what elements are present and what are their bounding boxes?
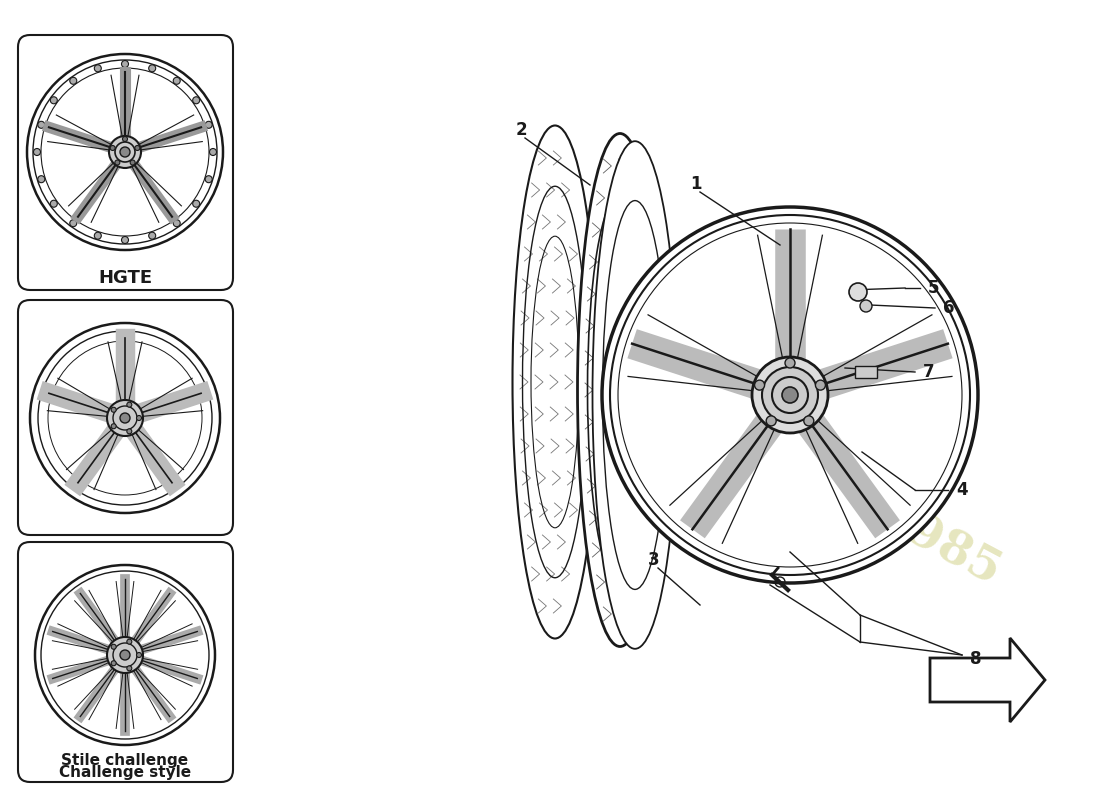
- Text: a passion: a passion: [553, 300, 767, 440]
- Circle shape: [762, 367, 818, 423]
- Circle shape: [120, 147, 130, 157]
- Circle shape: [107, 637, 143, 673]
- Circle shape: [69, 78, 77, 84]
- Text: 3: 3: [648, 551, 660, 569]
- Text: 5: 5: [928, 279, 939, 297]
- Circle shape: [755, 380, 764, 390]
- Circle shape: [148, 232, 156, 239]
- FancyBboxPatch shape: [18, 542, 233, 782]
- Circle shape: [815, 380, 825, 390]
- Circle shape: [120, 650, 130, 660]
- Circle shape: [111, 407, 117, 412]
- Circle shape: [121, 237, 129, 243]
- Circle shape: [95, 232, 101, 239]
- Circle shape: [752, 357, 828, 433]
- Circle shape: [109, 136, 141, 168]
- Text: 1985: 1985: [871, 494, 1009, 596]
- Ellipse shape: [578, 134, 662, 646]
- FancyBboxPatch shape: [18, 35, 233, 290]
- Text: Challenge style: Challenge style: [59, 765, 191, 780]
- Circle shape: [51, 97, 57, 104]
- Circle shape: [111, 644, 117, 650]
- Text: for parts: for parts: [645, 404, 816, 516]
- Circle shape: [111, 661, 117, 666]
- Circle shape: [209, 149, 217, 155]
- Circle shape: [126, 639, 132, 644]
- Text: 8: 8: [970, 650, 981, 668]
- Circle shape: [148, 65, 156, 72]
- Circle shape: [122, 137, 128, 142]
- Circle shape: [206, 176, 212, 182]
- Circle shape: [120, 413, 130, 423]
- Circle shape: [107, 400, 143, 436]
- Circle shape: [130, 160, 135, 165]
- Circle shape: [121, 61, 129, 67]
- Text: 7: 7: [923, 363, 935, 381]
- Circle shape: [126, 402, 132, 407]
- Text: 1: 1: [691, 175, 702, 193]
- Bar: [855, 366, 877, 378]
- Circle shape: [173, 220, 180, 226]
- Circle shape: [135, 146, 140, 150]
- Circle shape: [51, 200, 57, 207]
- Circle shape: [126, 666, 132, 671]
- Text: Stile challenge: Stile challenge: [62, 753, 188, 768]
- Circle shape: [37, 176, 45, 182]
- Circle shape: [69, 220, 77, 226]
- Text: 6: 6: [943, 299, 955, 317]
- Circle shape: [782, 387, 797, 403]
- Ellipse shape: [593, 141, 678, 649]
- Circle shape: [136, 415, 142, 421]
- Circle shape: [173, 78, 180, 84]
- Circle shape: [114, 160, 120, 165]
- Circle shape: [111, 424, 117, 429]
- Circle shape: [37, 122, 45, 128]
- Ellipse shape: [513, 126, 597, 638]
- Circle shape: [785, 358, 795, 368]
- Circle shape: [206, 122, 212, 128]
- Circle shape: [767, 416, 777, 426]
- Circle shape: [126, 429, 132, 434]
- Text: 4: 4: [956, 481, 968, 499]
- Circle shape: [95, 65, 101, 72]
- Circle shape: [804, 416, 814, 426]
- Circle shape: [33, 149, 41, 155]
- Text: HGTE: HGTE: [98, 269, 152, 287]
- Circle shape: [192, 200, 200, 207]
- FancyBboxPatch shape: [18, 300, 233, 535]
- Circle shape: [849, 283, 867, 301]
- Text: 2: 2: [515, 121, 527, 139]
- Circle shape: [602, 207, 978, 583]
- Circle shape: [136, 653, 142, 658]
- Circle shape: [860, 300, 872, 312]
- Polygon shape: [930, 638, 1045, 722]
- Circle shape: [110, 146, 115, 150]
- Circle shape: [192, 97, 200, 104]
